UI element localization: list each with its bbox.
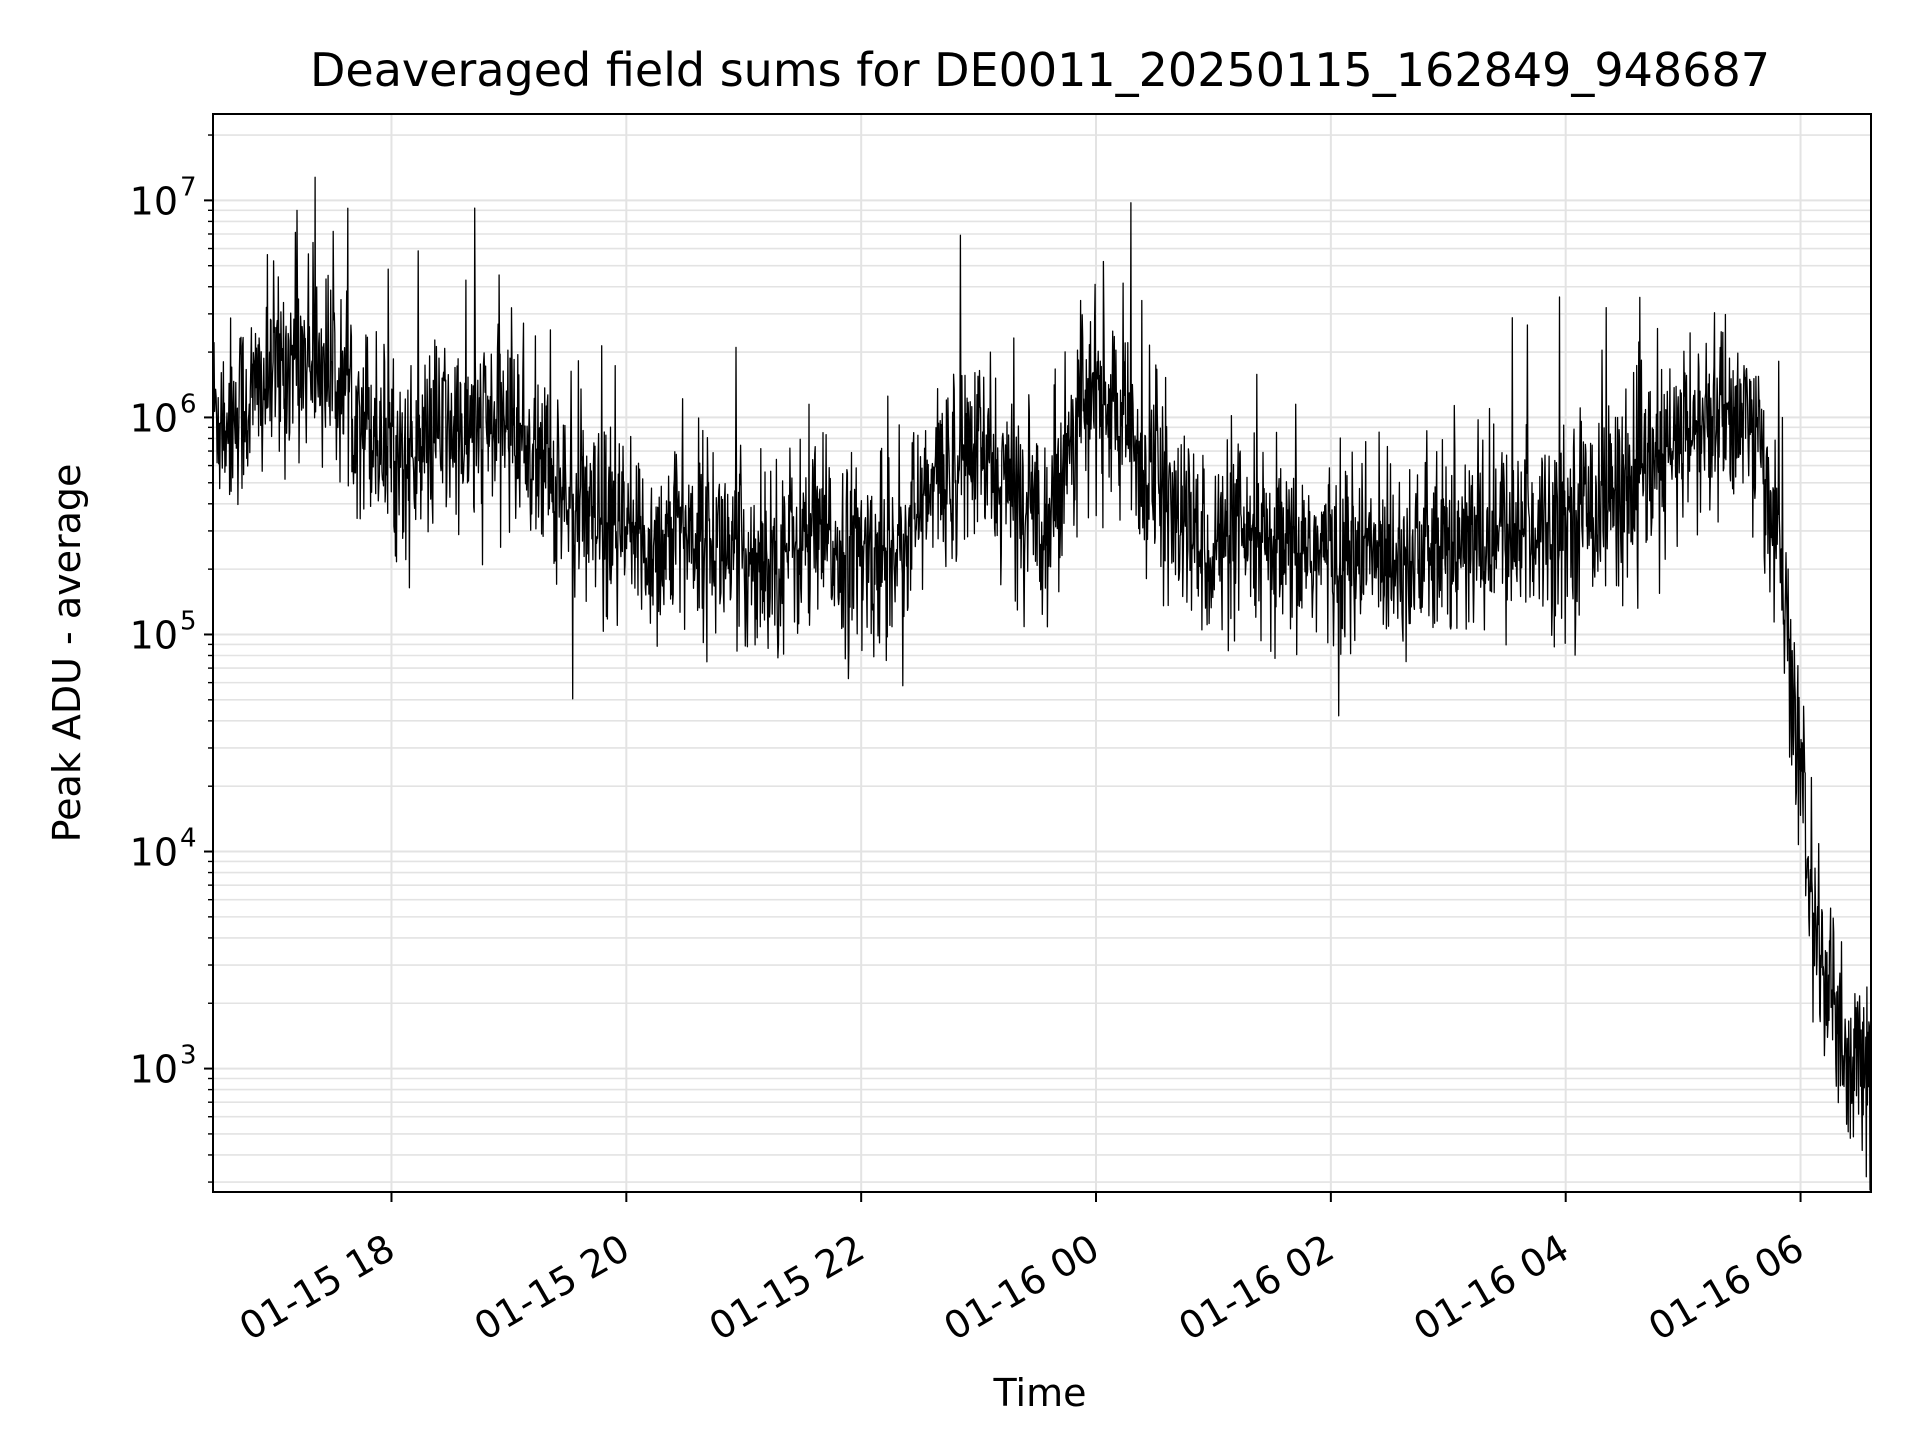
y-tick-label: 10 bbox=[130, 1048, 178, 1092]
x-tick-label: 01-15 18 bbox=[232, 1226, 402, 1350]
grid bbox=[213, 114, 1871, 1192]
x-tick-label: 01-16 00 bbox=[937, 1226, 1107, 1350]
x-axis: 01-15 18 01-15 20 01-15 22 01-16 00 01-16 02… bbox=[232, 1192, 1811, 1349]
x-axis-label: Time bbox=[993, 1371, 1087, 1415]
series-line bbox=[212, 176, 1872, 1191]
x-tick-label: 01-16 02 bbox=[1171, 1226, 1341, 1350]
plot-frame bbox=[212, 113, 1872, 1193]
y-tick-label: 10 bbox=[130, 613, 178, 657]
y-axis-label: Peak ADU - average bbox=[45, 464, 89, 843]
y-tick-label: 10 bbox=[130, 396, 178, 440]
chart-title: Deaveraged field sums for DE0011_2025011… bbox=[310, 43, 1770, 97]
x-tick-label: 01-15 20 bbox=[467, 1226, 637, 1350]
x-tick-label: 01-15 22 bbox=[702, 1226, 872, 1350]
y-tick-exponent: 3 bbox=[180, 1041, 197, 1071]
y-tick-exponent: 7 bbox=[180, 172, 197, 202]
y-tick-exponent: 5 bbox=[180, 606, 197, 636]
y-tick-label: 10 bbox=[130, 831, 178, 875]
x-tick-label: 01-16 06 bbox=[1641, 1226, 1811, 1350]
y-tick-exponent: 4 bbox=[180, 824, 197, 854]
data-layer bbox=[212, 176, 1872, 1191]
x-tick-label: 01-16 04 bbox=[1406, 1226, 1576, 1350]
y-tick-exponent: 6 bbox=[180, 389, 197, 419]
y-tick-label: 10 bbox=[130, 179, 178, 223]
